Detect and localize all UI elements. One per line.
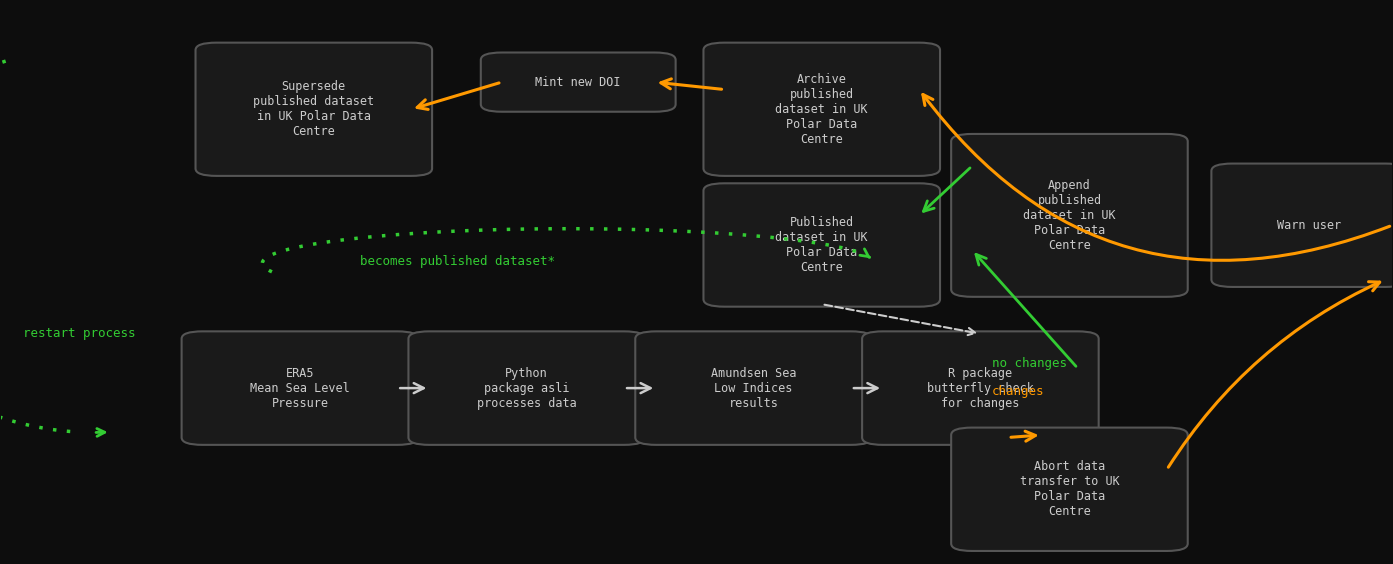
FancyBboxPatch shape: [1212, 164, 1393, 287]
Text: Abort data
transfer to UK
Polar Data
Centre: Abort data transfer to UK Polar Data Cen…: [1020, 460, 1120, 518]
Text: Mint new DOI: Mint new DOI: [535, 76, 621, 89]
FancyBboxPatch shape: [181, 332, 418, 445]
FancyBboxPatch shape: [951, 134, 1188, 297]
Text: restart process: restart process: [22, 327, 135, 340]
Text: no changes: no changes: [992, 358, 1067, 371]
Text: changes: changes: [992, 385, 1043, 398]
FancyArrowPatch shape: [854, 383, 878, 393]
Text: Amundsen Sea
Low Indices
results: Amundsen Sea Low Indices results: [710, 367, 797, 409]
FancyArrowPatch shape: [976, 254, 1075, 366]
Text: ERA5
Mean Sea Level
Pressure: ERA5 Mean Sea Level Pressure: [249, 367, 350, 409]
FancyBboxPatch shape: [951, 428, 1188, 551]
FancyBboxPatch shape: [408, 332, 645, 445]
FancyArrowPatch shape: [660, 79, 722, 89]
FancyArrowPatch shape: [400, 383, 423, 393]
FancyBboxPatch shape: [195, 43, 432, 176]
Text: becomes published dataset*: becomes published dataset*: [359, 255, 554, 268]
FancyBboxPatch shape: [481, 52, 676, 112]
FancyArrowPatch shape: [924, 168, 970, 212]
FancyBboxPatch shape: [635, 332, 872, 445]
Text: Supersede
published dataset
in UK Polar Data
Centre: Supersede published dataset in UK Polar …: [254, 80, 375, 138]
FancyBboxPatch shape: [703, 183, 940, 307]
Text: Python
package asli
processes data: Python package asli processes data: [476, 367, 577, 409]
Text: Published
dataset in UK
Polar Data
Centre: Published dataset in UK Polar Data Centr…: [776, 216, 868, 274]
FancyArrowPatch shape: [627, 383, 651, 393]
Text: Append
published
dataset in UK
Polar Data
Centre: Append published dataset in UK Polar Dat…: [1022, 179, 1116, 252]
FancyBboxPatch shape: [862, 332, 1099, 445]
FancyArrowPatch shape: [924, 95, 1390, 261]
FancyArrowPatch shape: [417, 83, 499, 109]
FancyArrowPatch shape: [1169, 282, 1379, 467]
FancyBboxPatch shape: [703, 43, 940, 176]
Text: R package
butterfly check
for changes: R package butterfly check for changes: [926, 367, 1034, 409]
FancyArrowPatch shape: [1011, 431, 1035, 441]
Text: Warn user: Warn user: [1277, 219, 1341, 232]
Text: Archive
published
dataset in UK
Polar Data
Centre: Archive published dataset in UK Polar Da…: [776, 73, 868, 146]
